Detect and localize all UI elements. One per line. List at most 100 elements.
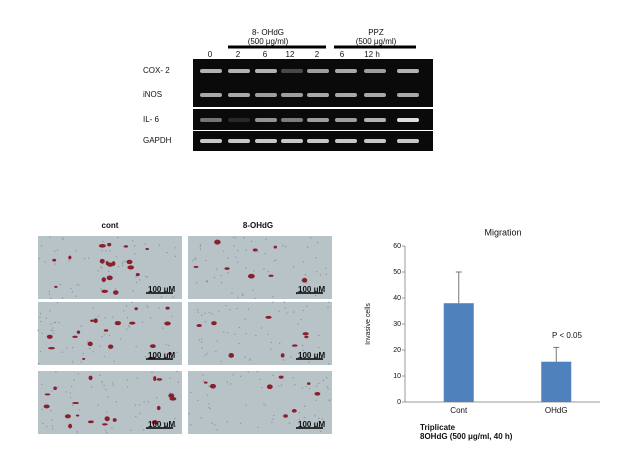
speckle xyxy=(315,399,317,402)
band xyxy=(364,118,386,122)
speckle xyxy=(49,236,51,239)
speckle xyxy=(327,388,329,390)
speckle xyxy=(55,371,57,373)
cell xyxy=(273,245,277,249)
speckle xyxy=(265,238,267,241)
cell xyxy=(134,307,138,311)
speckle xyxy=(194,257,197,259)
speckle xyxy=(252,289,254,292)
band xyxy=(200,69,222,73)
speckle xyxy=(294,384,296,386)
speckle xyxy=(100,266,102,268)
speckle xyxy=(236,249,239,252)
cell xyxy=(53,386,57,391)
cell xyxy=(126,259,133,265)
micrograph xyxy=(38,371,182,434)
cell xyxy=(112,290,119,295)
speckle xyxy=(190,424,192,426)
band xyxy=(397,118,419,122)
cell xyxy=(151,420,158,425)
cell xyxy=(98,244,106,248)
speckle xyxy=(39,350,42,353)
band xyxy=(335,139,357,143)
speckle xyxy=(325,376,328,379)
speckle xyxy=(257,426,259,429)
speckle xyxy=(316,271,318,273)
speckle xyxy=(124,260,126,263)
speckle xyxy=(216,340,219,342)
cell xyxy=(196,324,202,328)
speckle xyxy=(304,273,306,276)
speckle xyxy=(277,385,280,387)
speckle xyxy=(319,274,322,276)
speckle xyxy=(198,339,200,341)
band xyxy=(281,93,303,97)
lane-label: 12 h xyxy=(364,50,380,59)
band xyxy=(228,93,250,97)
speckle xyxy=(315,257,317,259)
speckle xyxy=(245,249,248,251)
cell xyxy=(228,352,235,358)
speckle xyxy=(41,408,43,411)
cell xyxy=(167,352,172,355)
speckle xyxy=(199,245,201,247)
band xyxy=(255,69,277,73)
speckle xyxy=(83,257,86,260)
speckle xyxy=(303,405,306,408)
speckle xyxy=(105,388,107,391)
speckle xyxy=(135,345,137,348)
speckle xyxy=(112,316,114,318)
speckle xyxy=(41,383,43,386)
footnote: 8OHdG (500 μg/ml, 40 h) xyxy=(420,432,513,441)
speckle xyxy=(308,387,311,390)
speckle xyxy=(59,283,61,286)
speckle xyxy=(50,329,52,331)
speckle xyxy=(211,422,214,424)
speckle xyxy=(126,379,128,381)
speckle xyxy=(40,320,42,323)
cell xyxy=(82,357,86,360)
y-axis-label: Invasive cells xyxy=(365,303,372,345)
speckle xyxy=(201,347,203,349)
speckle xyxy=(90,386,93,388)
speckle xyxy=(73,379,75,382)
speckle xyxy=(76,430,78,433)
speckle xyxy=(206,279,208,282)
band xyxy=(307,93,329,97)
cell xyxy=(88,375,93,381)
speckle xyxy=(176,351,178,354)
lane-label: 6 xyxy=(263,50,268,59)
speckle xyxy=(71,385,73,388)
chart-title: Migration xyxy=(484,227,521,237)
speckle xyxy=(101,335,103,338)
speckle xyxy=(329,399,331,402)
speckle xyxy=(80,325,83,328)
speckle xyxy=(272,374,274,376)
cell xyxy=(291,409,297,413)
speckle xyxy=(117,236,119,239)
cell xyxy=(104,416,110,422)
speckle xyxy=(165,343,167,346)
cell xyxy=(102,423,108,426)
group-dose: (500 μg/ml) xyxy=(248,37,289,46)
speckle xyxy=(111,382,114,384)
speckle xyxy=(283,301,286,303)
cell xyxy=(106,275,113,281)
speckle xyxy=(51,390,53,392)
speckle xyxy=(39,316,41,319)
speckle xyxy=(53,321,55,324)
scale-label: 100 μM xyxy=(298,285,325,294)
speckle xyxy=(211,313,213,315)
speckle xyxy=(263,402,265,405)
band xyxy=(281,118,303,122)
band xyxy=(255,118,277,122)
speckle xyxy=(104,429,107,432)
speckle xyxy=(292,377,294,379)
cell xyxy=(301,277,308,283)
scale-label: 100 μM xyxy=(298,420,325,429)
speckle xyxy=(245,404,247,406)
speckle xyxy=(103,384,105,387)
cell xyxy=(43,404,50,409)
speckle xyxy=(99,345,101,347)
speckle xyxy=(298,419,301,421)
